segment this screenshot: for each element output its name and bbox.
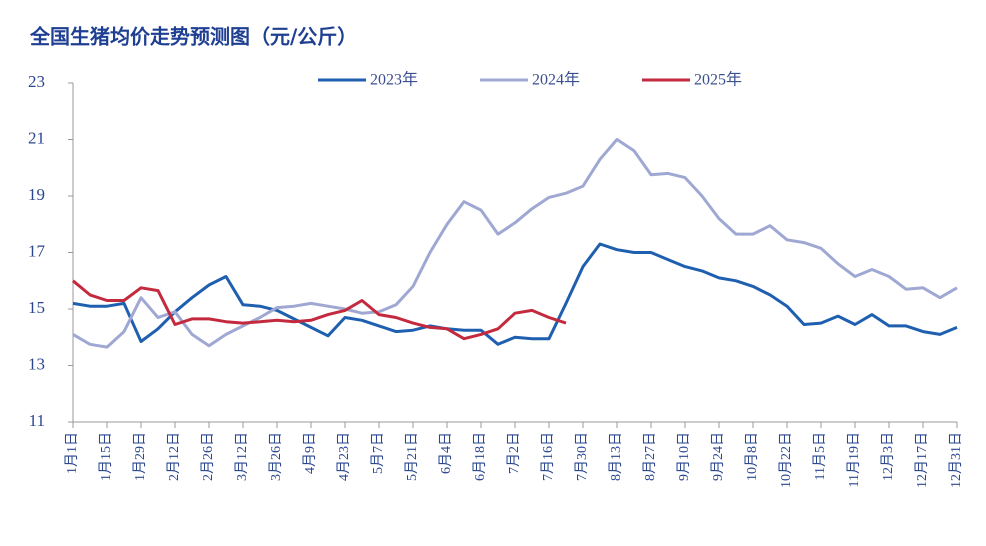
x-tick-label: 11月5日 — [812, 432, 828, 480]
y-tick-label: 15 — [28, 298, 45, 317]
chart-title: 全国生猪均价走势预测图（元/公斤） — [29, 25, 357, 49]
series-line — [72, 242, 958, 346]
x-tick-label: 2月26日 — [200, 432, 216, 481]
x-tick-label: 1月29日 — [132, 432, 148, 481]
y-tick-label: 11 — [29, 411, 45, 430]
x-tick-label: 6月18日 — [472, 432, 488, 481]
x-tick-label: 4月9日 — [302, 432, 318, 474]
y-tick-label: 17 — [28, 241, 46, 260]
x-tick-label: 10月8日 — [744, 432, 760, 481]
x-tick-label: 7月2日 — [506, 432, 522, 474]
x-tick-label: 9月10日 — [676, 432, 692, 481]
x-tick-label: 6月4日 — [438, 432, 454, 474]
x-tick-label: 1月1日 — [64, 432, 80, 474]
x-tick-label: 11月19日 — [846, 432, 862, 487]
x-tick-label: 5月21日 — [404, 432, 420, 481]
x-tick-label: 8月27日 — [642, 432, 658, 481]
x-tick-label: 12月31日 — [948, 432, 964, 488]
x-tick-label: 4月23日 — [336, 432, 352, 481]
y-tick-label: 13 — [28, 354, 45, 373]
y-tick-label: 21 — [28, 128, 45, 147]
series-line — [72, 279, 567, 341]
x-tick-label: 9月24日 — [710, 432, 726, 481]
x-tick-label: 12月17日 — [914, 432, 930, 488]
legend-label: 2025年 — [694, 71, 742, 89]
series-line — [72, 138, 958, 349]
y-tick-label: 19 — [28, 185, 45, 204]
x-tick-label: 10月22日 — [778, 432, 794, 488]
x-tick-label: 5月7日 — [370, 432, 386, 474]
legend-label: 2024年 — [532, 71, 580, 89]
x-tick-label: 7月16日 — [540, 432, 556, 481]
legend-label: 2023年 — [370, 71, 418, 89]
x-tick-label: 12月3日 — [880, 432, 896, 481]
x-tick-label: 8月13日 — [608, 432, 624, 481]
x-tick-label: 2月12日 — [166, 432, 182, 481]
x-tick-label: 3月12日 — [234, 432, 250, 481]
y-tick-label: 23 — [28, 72, 45, 91]
x-tick-label: 1月15日 — [98, 432, 114, 481]
x-tick-label: 7月30日 — [574, 432, 590, 481]
x-tick-label: 3月26日 — [268, 432, 284, 481]
